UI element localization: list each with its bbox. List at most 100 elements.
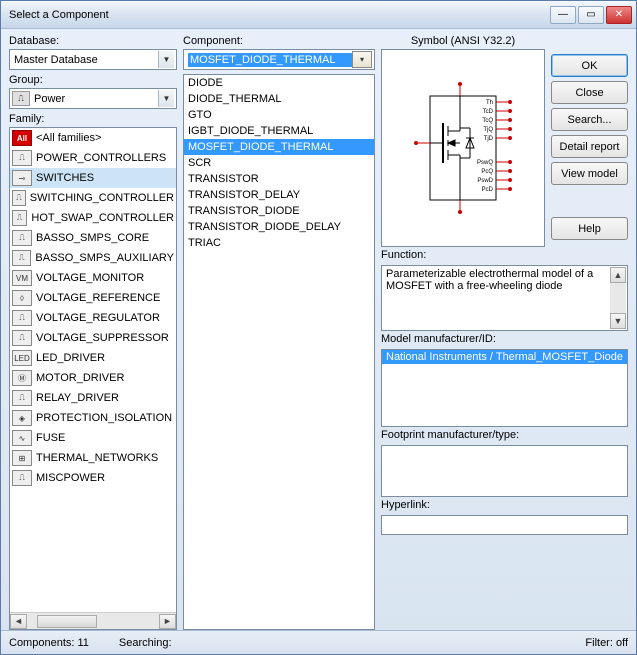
component-item[interactable]: SCR (184, 155, 374, 171)
family-item[interactable]: ⊞ THERMAL_NETWORKS (10, 448, 176, 468)
family-item-icon: ∿ (12, 430, 32, 446)
family-list[interactable]: All <All families> ⎍ POWER_CONTROLLERS ⊸SWIT… (10, 128, 176, 612)
status-components: Components: 11 (9, 637, 119, 649)
component-item[interactable]: DIODE_THERMAL (184, 91, 374, 107)
family-item-icon: ⎍ (12, 210, 27, 226)
footprint-label: Footprint manufacturer/type: (381, 429, 628, 441)
middle-column: Component: MOSFET_DIODE_THERMAL ▾ DIODED… (183, 35, 375, 630)
function-vscrollbar[interactable]: ▲ ▼ (610, 267, 626, 329)
svg-text:TcD: TcD (483, 109, 494, 115)
right-lower-panels: Function: Parameterizable electrothermal… (381, 249, 628, 630)
component-listbox[interactable]: DIODEDIODE_THERMALGTOIGBT_DIODE_THERMALM… (183, 74, 375, 630)
component-label: Component: (183, 35, 375, 47)
hyperlink-box[interactable] (381, 515, 628, 535)
help-button[interactable]: Help (551, 217, 628, 240)
family-item-label: THERMAL_NETWORKS (36, 452, 158, 464)
model-listbox[interactable]: National Instruments / Thermal_MOSFET_Di… (381, 349, 628, 427)
statusbar: Components: 11 Searching: Filter: off (1, 630, 636, 654)
model-item-selected[interactable]: National Instruments / Thermal_MOSFET_Di… (382, 350, 627, 364)
family-item-label: SWITCHES (36, 172, 94, 184)
component-item[interactable]: DIODE (184, 75, 374, 91)
family-item[interactable]: ∿ FUSE (10, 428, 176, 448)
scroll-left-icon[interactable]: ◄ (10, 614, 27, 629)
component-item[interactable]: TRANSISTOR_DELAY (184, 187, 374, 203)
scroll-down-icon[interactable]: ▼ (610, 313, 626, 329)
family-item-icon: ⎍ (12, 150, 32, 166)
filter-dropdown-icon[interactable]: ▾ (352, 51, 372, 68)
symbol-column: Symbol (ANSI Y32.2) (381, 35, 545, 247)
family-item[interactable]: ⎍RELAY_DRIVER (10, 388, 176, 408)
family-item[interactable]: All <All families> (10, 128, 176, 148)
close-window-button[interactable]: ✕ (606, 6, 632, 24)
scroll-up-icon[interactable]: ▲ (610, 267, 626, 283)
function-text: Parameterizable electrothermal model of … (386, 268, 623, 292)
family-item[interactable]: ⎍SWITCHING_CONTROLLER (10, 188, 176, 208)
family-item[interactable]: ⎍VOLTAGE_REGULATOR (10, 308, 176, 328)
family-item[interactable]: ⊸SWITCHES (10, 168, 176, 188)
component-item[interactable]: IGBT_DIODE_THERMAL (184, 123, 374, 139)
group-value: Power (34, 93, 158, 105)
scroll-right-icon[interactable]: ► (159, 614, 176, 629)
scroll-thumb[interactable] (37, 615, 97, 628)
family-item[interactable]: LED LED_DRIVER (10, 348, 176, 368)
family-item[interactable]: ⎍BASSO_SMPS_CORE (10, 228, 176, 248)
minimize-button[interactable]: — (550, 6, 576, 24)
family-item[interactable]: ⎍ VOLTAGE_SUPPRESSOR (10, 328, 176, 348)
family-item-icon: ⎍ (12, 330, 32, 346)
family-item[interactable]: ⎍ HOT_SWAP_CONTROLLER (10, 208, 176, 228)
family-item-icon: Ⓜ (12, 370, 32, 386)
symbol-and-buttons-row: Symbol (ANSI Y32.2) (381, 35, 628, 247)
component-item[interactable]: GTO (184, 107, 374, 123)
view-model-button[interactable]: View model (551, 162, 628, 185)
symbol-svg: Th TcD TcQ TjQ TjD PswQ PcQ PswD PcD (398, 68, 528, 228)
family-hscrollbar[interactable]: ◄ ► (10, 612, 176, 629)
family-item-icon: ⎍ (12, 190, 26, 206)
dialog-window: Select a Component — ▭ ✕ Database: Maste… (0, 0, 637, 655)
family-item-label: POWER_CONTROLLERS (36, 152, 166, 164)
family-item-icon: ◊ (12, 290, 32, 306)
component-item[interactable]: TRANSISTOR_DIODE (184, 203, 374, 219)
family-item-label: MISCPOWER (36, 472, 105, 484)
svg-text:PswQ: PswQ (477, 160, 493, 166)
component-item[interactable]: TRANSISTOR_DIODE_DELAY (184, 219, 374, 235)
family-item[interactable]: ⎍BASSO_SMPS_AUXILIARY (10, 248, 176, 268)
left-column: Database: Master Database ▼ Group: ⎍ Pow… (9, 35, 177, 630)
family-item[interactable]: VMVOLTAGE_MONITOR (10, 268, 176, 288)
family-item-label: LED_DRIVER (36, 352, 105, 364)
family-item-label: HOT_SWAP_CONTROLLER (31, 212, 174, 224)
component-search-combo[interactable]: MOSFET_DIODE_THERMAL ▾ (183, 49, 375, 70)
family-item-label: FUSE (36, 432, 65, 444)
search-button[interactable]: Search... (551, 108, 628, 131)
family-item-label: RELAY_DRIVER (36, 392, 119, 404)
family-item[interactable]: ◊VOLTAGE_REFERENCE (10, 288, 176, 308)
component-item[interactable]: MOSFET_DIODE_THERMAL (184, 139, 374, 155)
maximize-button[interactable]: ▭ (578, 6, 604, 24)
family-item[interactable]: ⓂMOTOR_DRIVER (10, 368, 176, 388)
detail-report-button[interactable]: Detail report (551, 135, 628, 158)
right-area: Symbol (ANSI Y32.2) (381, 35, 628, 630)
family-item-label: VOLTAGE_SUPPRESSOR (36, 332, 169, 344)
component-search-value: MOSFET_DIODE_THERMAL (188, 53, 352, 67)
ok-button[interactable]: OK (551, 54, 628, 77)
family-item-icon: ⎍ (12, 470, 32, 486)
component-item[interactable]: TRIAC (184, 235, 374, 251)
family-item-icon: ⊞ (12, 450, 32, 466)
family-item-label: VOLTAGE_MONITOR (36, 272, 144, 284)
family-item-icon: LED (12, 350, 32, 366)
group-icon: ⎍ (12, 91, 30, 106)
family-item[interactable]: ◈PROTECTION_ISOLATION (10, 408, 176, 428)
family-item-icon: All (12, 130, 32, 146)
family-item-label: PROTECTION_ISOLATION (36, 412, 172, 424)
family-item-label: <All families> (36, 132, 101, 144)
group-combo[interactable]: ⎍ Power ▼ (9, 88, 177, 109)
family-item[interactable]: ⎍ POWER_CONTROLLERS (10, 148, 176, 168)
family-item[interactable]: ⎍ MISCPOWER (10, 468, 176, 488)
footprint-listbox[interactable] (381, 445, 628, 497)
titlebar-buttons: — ▭ ✕ (550, 6, 632, 24)
svg-text:PswD: PswD (477, 178, 493, 184)
component-item[interactable]: TRANSISTOR (184, 171, 374, 187)
close-button[interactable]: Close (551, 81, 628, 104)
svg-text:TjD: TjD (484, 136, 494, 142)
chevron-down-icon: ▼ (158, 90, 174, 107)
database-combo[interactable]: Master Database ▼ (9, 49, 177, 70)
